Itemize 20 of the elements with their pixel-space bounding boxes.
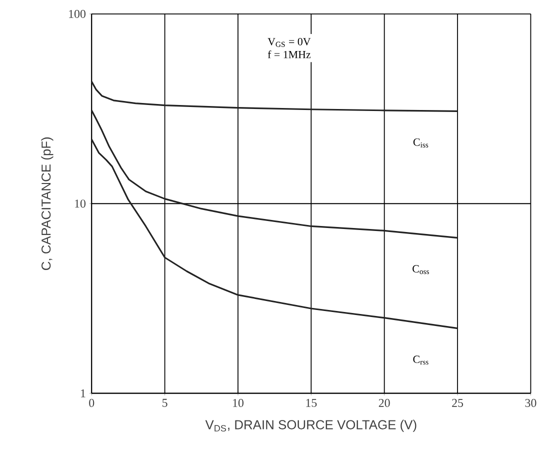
annotation: V$_{GS}$ = 0V <box>268 38 311 47</box>
text: C$_{oss}$ <box>412 265 429 274</box>
y-tick-label: 1 <box>81 389 86 398</box>
line-series <box>90 110 458 239</box>
text: C$_{iss}$ <box>413 138 428 148</box>
x-tick-label: 25 <box>452 398 464 407</box>
x-tick-label: 0 <box>89 398 94 407</box>
x-tick-label: 5 <box>162 398 168 407</box>
line-series <box>90 138 458 330</box>
x-tick-label: 30 <box>525 398 536 407</box>
y-tick-label: 10 <box>75 200 86 208</box>
y-axis-title: C, CAPACITANCE (pF) <box>41 137 54 270</box>
x-axis-title: V$_{DS}$, DRAIN SOURCE VOLTAGE (V) <box>205 420 416 432</box>
x-tick-label: 20 <box>378 398 390 407</box>
x-tick-label: 15 <box>306 398 317 407</box>
line-series <box>90 80 458 112</box>
y-tick-label: 100 <box>69 10 86 18</box>
annotation: f = 1MHz <box>268 50 311 58</box>
text: C$_{rss}$ <box>413 356 428 365</box>
x-tick-label: 10 <box>233 398 244 407</box>
